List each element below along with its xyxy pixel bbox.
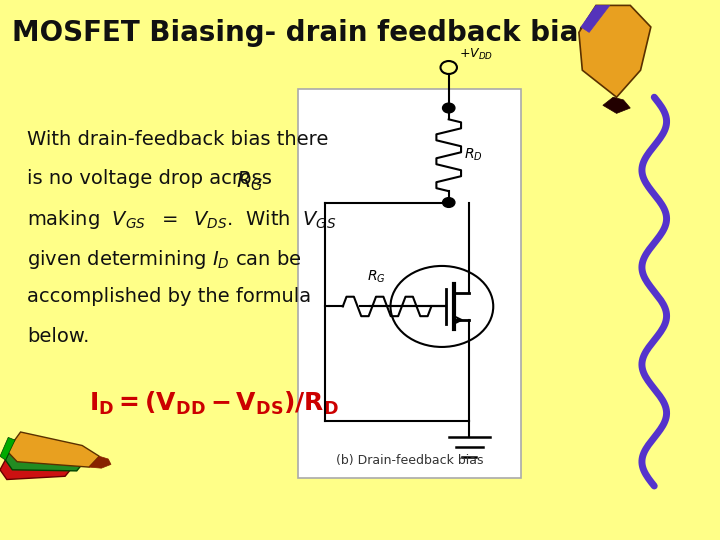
Polygon shape xyxy=(603,97,630,113)
Text: $\mathit{R}_G$: $\mathit{R}_G$ xyxy=(236,169,264,193)
Polygon shape xyxy=(0,451,74,480)
Text: MOSFET Biasing- drain feedback bias: MOSFET Biasing- drain feedback bias xyxy=(12,19,595,47)
Polygon shape xyxy=(6,440,86,471)
Text: is no voltage drop across: is no voltage drop across xyxy=(27,169,279,188)
Text: $R_D$: $R_D$ xyxy=(464,147,482,164)
Text: $\mathbf{I_D = (V_{DD} - V_{DS})/R_D}$: $\mathbf{I_D = (V_{DD} - V_{DS})/R_D}$ xyxy=(89,390,339,417)
Polygon shape xyxy=(0,437,15,460)
Text: (b) Drain-feedback bias: (b) Drain-feedback bias xyxy=(336,454,483,467)
Bar xyxy=(298,89,521,478)
Circle shape xyxy=(443,198,455,207)
Polygon shape xyxy=(89,456,111,468)
Text: given determining $I_D$ can be: given determining $I_D$ can be xyxy=(27,248,302,271)
Text: accomplished by the formula: accomplished by the formula xyxy=(27,287,312,306)
Text: With drain-feedback bias there: With drain-feedback bias there xyxy=(27,130,329,148)
Circle shape xyxy=(443,103,455,113)
Text: below.: below. xyxy=(27,327,90,346)
Text: making  $\mathit{V}_{GS}$  $=$  $\mathit{V}_{DS}$.  With  $\mathit{V}_{GS}$: making $\mathit{V}_{GS}$ $=$ $\mathit{V}… xyxy=(27,208,337,232)
Text: $R_G$: $R_G$ xyxy=(366,268,385,285)
Text: $+V_{DD}$: $+V_{DD}$ xyxy=(459,47,493,62)
Polygon shape xyxy=(7,432,99,467)
Polygon shape xyxy=(579,5,651,97)
Polygon shape xyxy=(581,5,610,32)
